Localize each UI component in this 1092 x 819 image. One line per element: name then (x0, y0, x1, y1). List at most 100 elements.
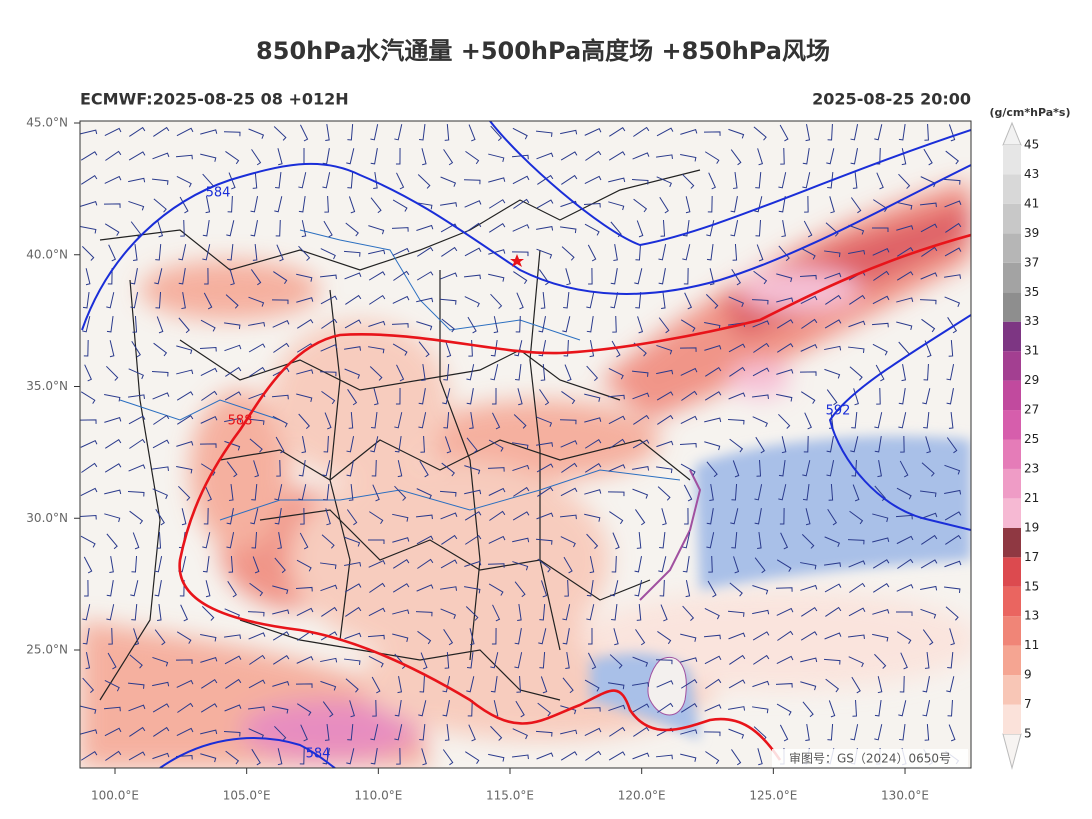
wind-barb (559, 514, 577, 520)
wind-barb (512, 224, 530, 232)
wind-barb (727, 610, 745, 617)
colorbar-label: 27 (1024, 403, 1039, 417)
wind-barb (561, 391, 576, 405)
colorbar-label: 41 (1024, 196, 1039, 210)
wind-barb (584, 727, 602, 736)
wind-barb (658, 244, 667, 261)
wind-barb (586, 365, 599, 381)
wind-barb (752, 706, 769, 714)
wind-barb (464, 465, 481, 475)
wind-barb (537, 702, 552, 717)
wind-barb (104, 416, 122, 423)
wind-barb (896, 247, 914, 257)
wind-barb (373, 388, 379, 406)
wind-barb (613, 244, 618, 262)
wind-barb (537, 558, 551, 573)
wind-barb (300, 507, 305, 525)
wind-barb (709, 484, 714, 502)
wind-barb (82, 677, 95, 693)
wind-barb (84, 579, 89, 597)
wind-barb (658, 268, 666, 285)
wind-barb (488, 153, 505, 162)
wind-barb (922, 700, 931, 717)
wind-barb (229, 268, 235, 286)
wind-barb (874, 485, 886, 502)
wind-barb (370, 724, 379, 741)
wind-barb (272, 681, 290, 687)
wind-barb (296, 607, 314, 617)
wind-barb (81, 462, 98, 473)
colorbar-extend-low (1002, 733, 1022, 770)
wind-barb (80, 514, 97, 520)
wind-barb (704, 704, 722, 712)
wind-barb (946, 437, 958, 454)
wind-barb (536, 463, 554, 473)
colorbar-segment (1003, 203, 1021, 234)
wind-barb (776, 297, 794, 303)
wind-barb (536, 248, 553, 259)
wind-barb (633, 126, 650, 137)
wind-barb (733, 556, 740, 574)
wind-barb (488, 439, 504, 452)
wind-barb (728, 728, 745, 739)
wind-barb (754, 484, 763, 501)
wind-barb (416, 271, 434, 281)
wind-barb (250, 508, 259, 525)
wind-barb (632, 152, 650, 160)
colorbar-label: 29 (1024, 373, 1039, 387)
wind-barb (586, 316, 594, 333)
wind-barb (850, 724, 859, 741)
wind-barb (371, 676, 381, 694)
colorbar-segment (1003, 145, 1021, 175)
wind-barb (752, 609, 770, 615)
wind-barb (205, 196, 211, 214)
wind-barb (848, 249, 866, 255)
wind-barb (80, 439, 98, 448)
wind-barb (730, 220, 739, 237)
wind-barb (944, 511, 962, 521)
valid-time: 2025-08-25 20:00 (812, 90, 971, 109)
wind-barb (419, 723, 426, 741)
contour-584-south (159, 737, 336, 768)
wind-barb (417, 630, 432, 645)
contour-588 (178, 233, 971, 761)
wind-barb (274, 196, 283, 213)
wind-barb (755, 171, 762, 189)
wind-barb (272, 415, 288, 428)
wind-barb (731, 268, 741, 286)
wind-barb (847, 346, 865, 353)
wind-barb (464, 560, 482, 567)
wind-barb (632, 682, 650, 687)
wind-barb (728, 392, 746, 400)
wind-barb (83, 556, 93, 574)
wind-barb (636, 531, 642, 549)
wind-barb (200, 153, 217, 162)
colorbar-label: 45 (1024, 138, 1039, 152)
wind-barb (272, 585, 289, 595)
colorbar-segment (1003, 645, 1021, 676)
wind-barb (588, 267, 593, 285)
wind-barb (804, 195, 809, 213)
wind-barb (874, 124, 883, 141)
wind-barb (129, 654, 143, 669)
wind-barb (680, 633, 697, 642)
wind-barb (849, 294, 866, 305)
wind-barb (488, 753, 505, 762)
wind-barb (274, 508, 282, 525)
wind-barb (877, 676, 883, 694)
wind-barb (463, 179, 481, 185)
wind-barb (84, 364, 92, 382)
wind-barb (800, 631, 818, 641)
wind-barb (706, 461, 718, 478)
wind-barb (657, 414, 674, 425)
y-tick-label: 30.0°N (26, 511, 68, 525)
wind-barb (679, 442, 697, 448)
wind-barb (319, 371, 337, 377)
wind-barb (81, 246, 95, 261)
wind-barb (369, 366, 383, 381)
wind-barb (560, 751, 578, 761)
wind-barb (685, 580, 691, 598)
wind-barb (176, 369, 194, 375)
wind-barb (133, 628, 140, 646)
wind-barb (731, 483, 738, 501)
